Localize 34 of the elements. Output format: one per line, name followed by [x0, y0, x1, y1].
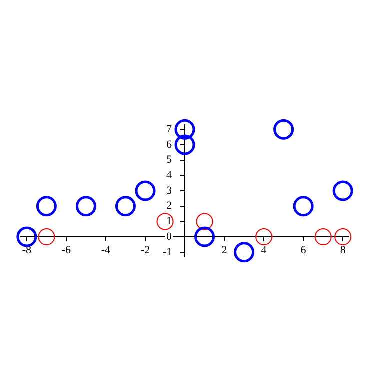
x-tick-label: -6	[62, 244, 72, 257]
point	[332, 180, 354, 202]
y-tick-label: 7	[166, 123, 172, 136]
point	[174, 119, 196, 140]
y-tick-label: 4	[166, 170, 172, 182]
point	[194, 226, 216, 248]
y-tick-label: 5	[166, 154, 172, 166]
point	[293, 196, 314, 217]
x-tick-label: 8	[340, 244, 346, 257]
x-tick-label: 2	[222, 244, 228, 257]
point	[314, 228, 332, 246]
point	[234, 242, 255, 263]
y-tick-label: 0	[166, 230, 172, 243]
y-tick-label: -1	[162, 246, 172, 258]
point	[174, 134, 196, 156]
point	[115, 196, 136, 217]
point	[135, 180, 156, 202]
y-tick-label: 3	[166, 184, 172, 197]
y-tick-label: 6	[166, 138, 172, 151]
x-tick-label: 6	[300, 244, 307, 257]
x-tick-label: -2	[140, 244, 150, 257]
point	[38, 228, 56, 246]
point	[16, 226, 38, 248]
point	[156, 213, 174, 230]
point	[36, 196, 57, 217]
point	[334, 228, 352, 246]
point	[274, 119, 294, 140]
point	[196, 213, 214, 230]
point	[76, 196, 96, 217]
y-tick-label: 2	[166, 200, 172, 212]
x-tick-label: 4	[261, 244, 268, 257]
y-tick-label: 1	[166, 216, 172, 228]
x-tick-label: -4	[101, 244, 112, 257]
point	[256, 228, 273, 246]
